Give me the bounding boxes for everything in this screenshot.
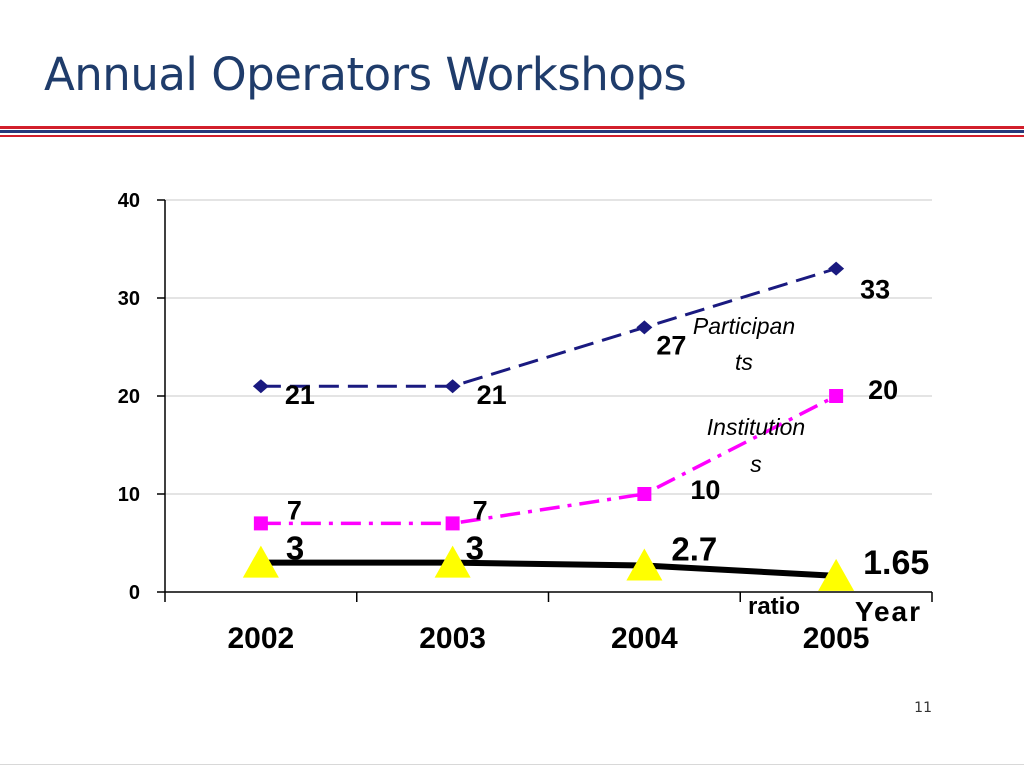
data-point-triangle: [434, 545, 471, 578]
y-tick-label: 40: [118, 190, 140, 212]
data-point-triangle: [818, 558, 855, 591]
data-point-square: [637, 487, 652, 501]
x-axis-label: Year: [855, 596, 922, 627]
data-point-square: [829, 389, 844, 403]
data-label: 27: [656, 330, 686, 360]
data-point-diamond: [444, 379, 461, 394]
data-point-diamond: [636, 320, 653, 335]
y-tick-label: 20: [118, 386, 140, 408]
series-line-institutions: [260, 394, 837, 526]
data-point-diamond: [252, 379, 269, 394]
data-label: 7: [287, 495, 302, 525]
data-point-square: [445, 516, 460, 531]
series-line-ratio: [260, 559, 837, 579]
data-point-diamond: [828, 261, 845, 276]
data-label: 3: [286, 530, 304, 567]
data-label: 21: [477, 380, 507, 410]
x-tick-label: 2002: [228, 622, 295, 655]
header-rule-red-top: [0, 126, 1024, 129]
data-point-triangle: [626, 548, 663, 581]
series-name-label: ratio: [748, 593, 800, 620]
data-label: 3: [466, 530, 484, 567]
x-tick-label: 2004: [611, 622, 678, 655]
y-tick-label: 10: [118, 484, 140, 506]
data-label: 7: [473, 495, 488, 525]
x-tick-label: 2005: [803, 622, 870, 655]
series-name-label: s: [750, 451, 762, 477]
footer-divider: [0, 764, 1024, 765]
data-label: 21: [285, 380, 315, 410]
x-tick-label: 2003: [419, 622, 486, 655]
y-tick-label: 30: [118, 288, 140, 310]
data-point-square: [253, 516, 268, 531]
data-point-triangle: [242, 545, 279, 578]
data-label: 1.65: [863, 544, 929, 582]
series-name-label: Participan: [693, 313, 795, 339]
series-line-participants: [260, 267, 837, 388]
data-label: 2.7: [671, 531, 717, 568]
header-rule-red-bottom: [0, 135, 1024, 137]
data-label: 20: [868, 375, 898, 405]
data-label: 33: [860, 275, 890, 305]
y-tick-label: 0: [129, 582, 140, 604]
data-label: 10: [690, 475, 720, 505]
series-name-label: ts: [735, 349, 753, 375]
series-name-label: Institution: [707, 414, 805, 440]
header-rule-blue: [0, 130, 1024, 133]
page-number: 11: [914, 700, 932, 716]
slide-title: Annual Operators Workshops: [44, 48, 687, 101]
